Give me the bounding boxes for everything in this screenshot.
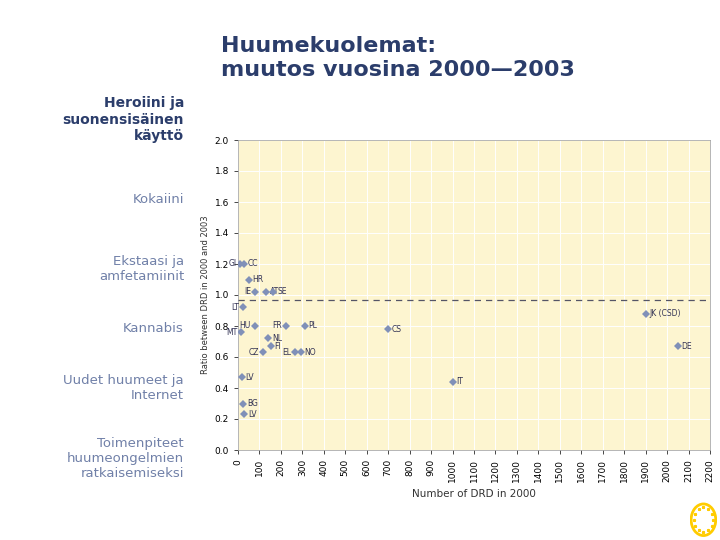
Text: GI: GI (228, 260, 236, 268)
Text: FR: FR (273, 321, 282, 330)
Text: NL: NL (272, 334, 282, 343)
Text: Toimenpiteet
huumeongelmien
ratkaisemiseksi: Toimenpiteet huumeongelmien ratkaisemise… (67, 437, 184, 480)
Text: AT: AT (270, 287, 279, 296)
Text: NO: NO (305, 348, 316, 357)
Text: EL: EL (282, 348, 291, 357)
Text: DE: DE (682, 342, 693, 350)
Text: LV: LV (246, 373, 254, 382)
Text: Uudet huumeet ja
Internet: Uudet huumeet ja Internet (63, 374, 184, 402)
Text: JK (CSD): JK (CSD) (649, 309, 681, 318)
Text: Kannabis: Kannabis (123, 322, 184, 335)
Text: www.emcdda.europa.eu: www.emcdda.europa.eu (11, 514, 137, 524)
Text: PL: PL (308, 321, 318, 330)
Text: Heroiini ja
suonensisäinen
käyttö: Heroiini ja suonensisäinen käyttö (63, 96, 184, 143)
Text: BG: BG (247, 399, 258, 408)
Text: CZ: CZ (249, 348, 259, 357)
Text: Kokaiini: Kokaiini (132, 193, 184, 206)
Text: LT: LT (231, 303, 239, 312)
Y-axis label: Ratio between DRD in 2000 and 2003: Ratio between DRD in 2000 and 2003 (202, 215, 210, 374)
Text: Ekstaasi ja
amfetamiinit: Ekstaasi ja amfetamiinit (99, 255, 184, 283)
Text: 10: 10 (673, 511, 694, 526)
Text: SE: SE (277, 287, 287, 296)
Text: HR: HR (253, 275, 264, 284)
Text: MT: MT (226, 328, 237, 337)
Text: Huumekuolemat:
muutos vuosina 2000—2003: Huumekuolemat: muutos vuosina 2000—2003 (221, 37, 575, 80)
Text: IT: IT (456, 377, 463, 386)
Text: CC: CC (248, 260, 258, 268)
Text: CS: CS (392, 325, 402, 334)
Text: IE: IE (244, 287, 251, 296)
Text: FI: FI (274, 342, 281, 350)
Text: LV: LV (248, 410, 257, 419)
X-axis label: Number of DRD in 2000: Number of DRD in 2000 (412, 489, 536, 499)
Text: HU: HU (240, 321, 251, 330)
